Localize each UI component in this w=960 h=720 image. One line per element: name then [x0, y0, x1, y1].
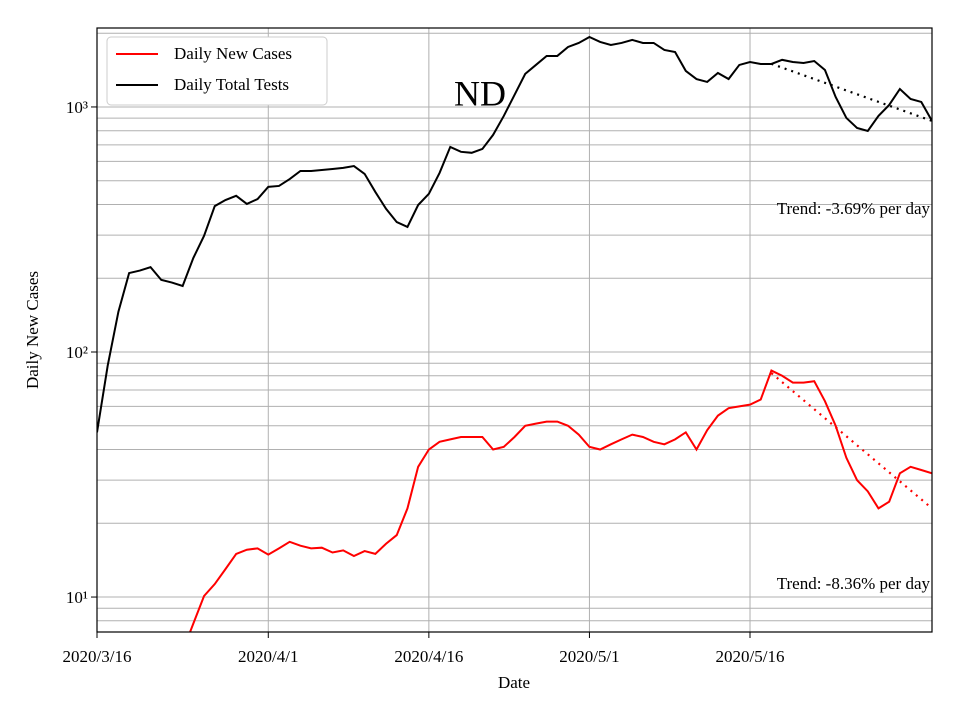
x-tick-label: 2020/5/16 [716, 647, 785, 666]
trend-line [771, 62, 932, 122]
grid [96, 28, 932, 632]
series-line [189, 369, 932, 632]
x-tick-label: 2020/5/1 [559, 647, 619, 666]
y-tick-label: 10² [66, 343, 88, 362]
x-tick-label: 2020/4/1 [238, 647, 298, 666]
y-tick-label: 10¹ [66, 588, 88, 607]
x-tick-label: 2020/4/16 [394, 647, 463, 666]
y-tick-label: 10³ [66, 98, 88, 117]
legend-label: Daily Total Tests [174, 75, 289, 94]
plot-frame [96, 27, 933, 633]
series-line [97, 35, 932, 433]
chart-title: ND [454, 73, 506, 113]
x-tick-label: 2020/3/16 [63, 647, 132, 666]
legend-label: Daily New Cases [174, 44, 292, 63]
trend-label: Trend: -8.36% per day [777, 574, 931, 593]
trend-label: Trend: -3.69% per day [777, 199, 931, 218]
y-axis-label: Daily New Cases [23, 271, 42, 389]
legend: Daily New Cases Daily Total Tests [106, 36, 328, 106]
legend-box [106, 36, 328, 106]
x-axis-label: Date [498, 673, 530, 692]
lines [97, 35, 932, 632]
